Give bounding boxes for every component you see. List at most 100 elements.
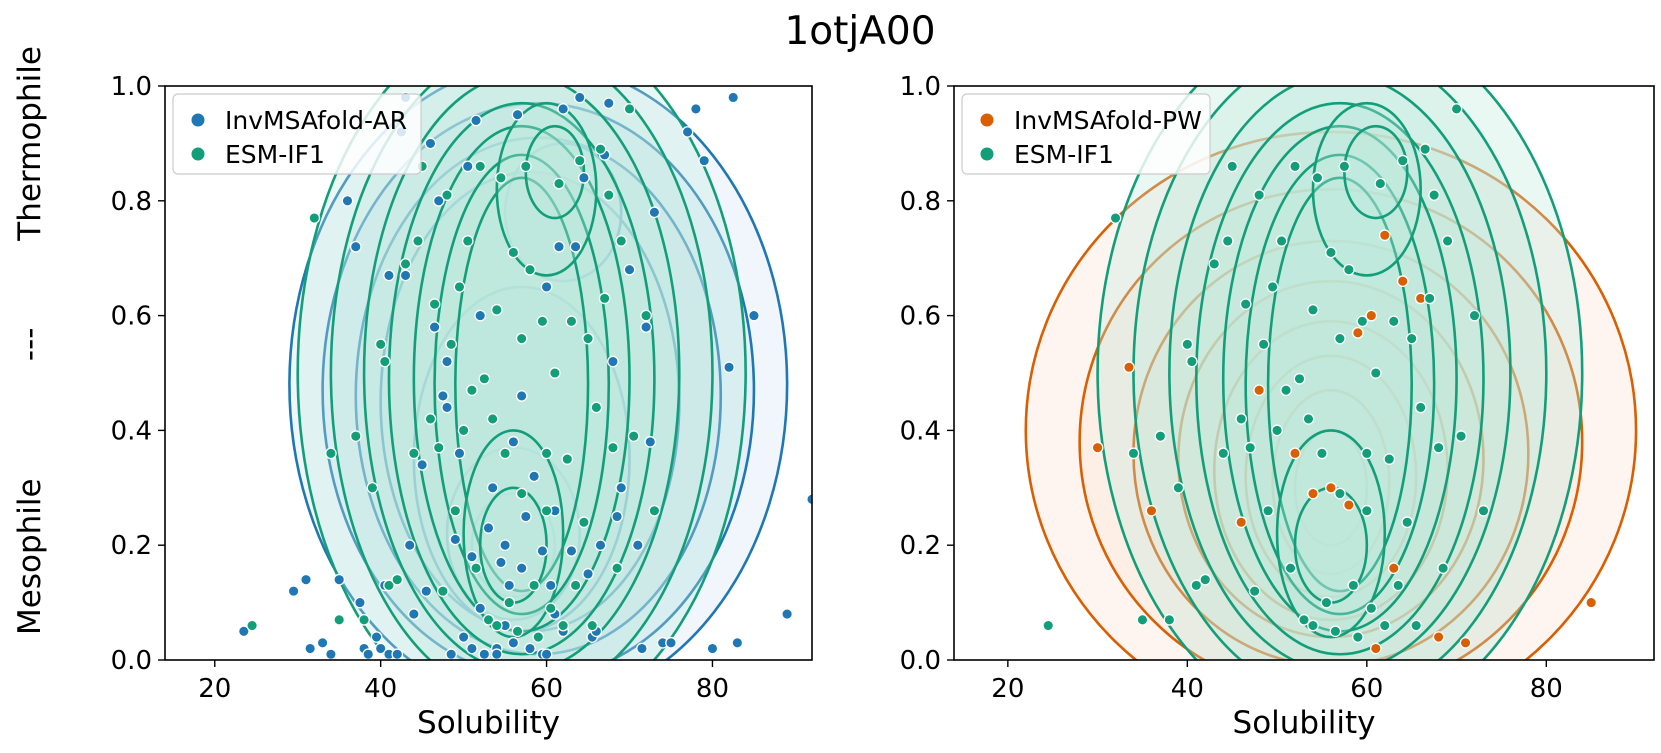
data-point [354,596,366,609]
data-point [1145,504,1158,517]
data-point [474,309,487,322]
data-point [1199,573,1212,586]
data-point [1432,441,1445,454]
data-point [486,481,499,494]
data-point [1289,447,1301,460]
data-point [1477,504,1490,517]
data-point [640,321,652,333]
data-point [1109,212,1122,224]
y-axis-label-part: Thermophile [12,46,48,242]
data-point [515,562,528,575]
data-point [1428,189,1440,201]
data-point [748,309,760,322]
data-point [1307,304,1319,316]
data-point [1253,384,1265,397]
data-point [1338,160,1351,173]
legend-marker [980,147,994,161]
data-point [565,315,578,328]
data-point [1316,447,1328,460]
data-point [781,608,793,620]
data-point [490,648,503,660]
plot-area [1024,86,1638,660]
x-tick-label: 80 [696,674,729,704]
data-point [1163,613,1176,626]
data-point [1293,372,1306,385]
scatter-series-0 [237,91,812,660]
data-point [706,642,719,655]
data-point [449,504,462,517]
data-point [432,194,445,207]
chart-panel-left: 20 40 60 80 0.0 0.2 0.4 0.6 0.8 1.0 Solubility Meso… [12,46,813,741]
kde-contour [362,86,681,660]
data-point [1154,430,1167,442]
data-point [325,447,337,460]
data-point [1365,309,1378,322]
data-point [607,355,619,368]
data-point [690,103,702,115]
data-point [1459,636,1472,649]
data-point [490,304,503,316]
data-point [524,642,536,655]
y-tick-label: 0.6 [900,302,941,332]
x-axis-label: Solubility [1233,705,1376,741]
data-point [474,602,487,615]
data-point [374,338,387,351]
data-point [416,458,428,471]
data-point [1369,367,1382,379]
legend-marker [980,113,994,127]
data-point [1257,338,1270,351]
data-point [607,441,619,454]
data-point [1091,441,1104,454]
kde-contour [1244,354,1418,599]
data-point [1221,235,1234,247]
data-point [1280,384,1292,397]
data-point [1343,499,1355,511]
data-point [1432,631,1445,643]
data-point [1405,332,1418,345]
data-point [681,126,694,138]
y-axis-label-part: --- [12,328,48,362]
data-point [362,648,375,660]
data-point [333,613,346,626]
kde-contour [524,124,586,220]
data-point [474,160,487,173]
data-point [1396,275,1409,288]
data-point [1127,447,1140,460]
data-point [519,510,532,523]
data-point [1217,447,1230,460]
data-point [515,332,528,345]
data-point [470,114,482,127]
data-point [540,281,553,293]
data-point [1253,189,1265,201]
data-point [507,436,520,448]
legend-label: InvMSAfold-PW [1014,106,1202,135]
data-point [374,642,387,655]
data-point [1248,585,1261,597]
data-point [482,522,495,534]
data-point [441,355,453,368]
data-point [308,212,321,224]
data-point [1239,298,1252,310]
data-point [316,636,329,649]
data-point [1360,447,1373,460]
data-point [1378,619,1391,632]
chart-panel-right: 20 40 60 80 0.0 0.2 0.4 0.6 0.8 1.0 Solubility InvM… [900,72,1655,741]
data-point [1320,596,1333,609]
data-point [424,413,437,425]
data-point [470,562,482,575]
data-point [1396,154,1409,167]
y-tick-label: 0.0 [900,646,941,676]
kde-contour [1266,176,1413,593]
data-point [1414,401,1427,414]
data-point [532,631,545,643]
data-point [648,206,661,219]
data-point [528,579,540,592]
data-point [1307,487,1319,500]
x-tick-label: 20 [991,674,1024,704]
data-point [366,481,379,494]
data-point [1383,453,1396,465]
data-point [1190,579,1203,592]
data-point [1441,235,1454,247]
data-point [569,579,582,592]
data-point [441,189,453,201]
